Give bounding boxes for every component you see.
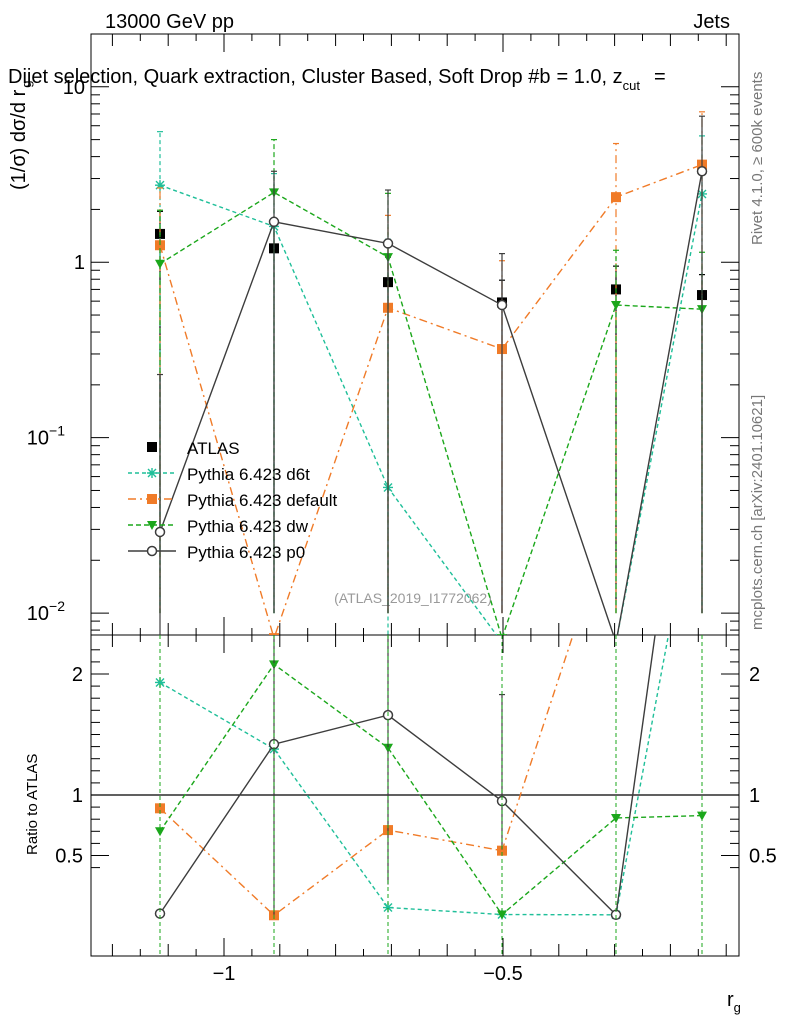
pythia-6-423-dw-point [611, 301, 621, 311]
pythia-6-423-default-ratio-point [497, 845, 507, 856]
ratio-axes: −1 −0.5 0.5 0.5 1 1 2 2 [55, 635, 777, 985]
pythia-6-423-default-ratio-line [159, 635, 574, 917]
pythia-6-423-dw-legend-label: Pythia 6.423 dw [187, 517, 309, 536]
main-y-tick-exp: −1 [49, 423, 65, 439]
pythia-6-423-d6t-ratio-line [159, 635, 670, 916]
energy-label: 13000 GeV pp [105, 11, 234, 33]
pythia-6-423-p0-legend-marker [146, 545, 158, 557]
pythia-6-423-dw-ratio-line [159, 663, 703, 916]
main-plot-area [154, 111, 708, 635]
category-label: Jets [693, 11, 730, 33]
ratio-y-tick-label: 2 [72, 664, 83, 686]
ratio-xlabel-sub: g [734, 1000, 741, 1015]
pythia-6-423-p0-legend-label: Pythia 6.423 p0 [187, 543, 305, 562]
main-ylabel: (1/σ) dσ/d rg [8, 81, 34, 191]
ratio-plot-area [154, 635, 707, 956]
main-y-tick-label: 10−1 [27, 423, 65, 450]
pythia-6-423-default-legend-label: Pythia 6.423 default [187, 491, 338, 510]
pythia-6-423-default-point [269, 633, 279, 635]
ratio-x-tick-label: −0.5 [483, 963, 522, 985]
pythia-6-423-d6t-legend-marker [147, 468, 157, 478]
main-y-tick-base: 10 [27, 603, 49, 625]
subtitle-main: Dijet selection, Quark extraction, Clust… [8, 66, 550, 88]
main-y-tick-label: 10 [63, 77, 85, 99]
ratio-y-tick-label: 0.5 [55, 846, 83, 868]
ratio-x-tick-label: −1 [213, 963, 236, 985]
pythia-6-423-dw-point [497, 634, 507, 635]
pythia-6-423-default-ratio-point [155, 803, 165, 814]
rivet-label: Rivet 4.1.0, ≥ 600k events [749, 72, 766, 245]
pythia-6-423-dw-line [159, 191, 703, 635]
main-y-tick-exp: −2 [49, 598, 65, 614]
subtitle-sub: cut [623, 78, 641, 93]
pythia-6-423-p0-line [159, 171, 703, 635]
pythia-6-423-d6t-point [155, 180, 165, 191]
pythia-6-423-d6t-ratio-point [383, 902, 393, 913]
pythia-6-423-p0-point [154, 526, 166, 538]
source-label: mcplots.cern.ch [arXiv:2401.10621] [749, 395, 766, 630]
ratio-y-tick-label-right: 1 [749, 785, 760, 807]
pythia-6-423-default-point [155, 240, 165, 251]
pythia-6-423-default-point [611, 192, 621, 203]
atlas-legend-label: ATLAS [187, 439, 240, 458]
ratio-y-tick-label-right: 0.5 [749, 846, 777, 868]
pythia-6-423-p0-point [496, 299, 508, 311]
pythia-6-423-d6t-legend-label: Pythia 6.423 d6t [187, 465, 310, 484]
ratio-xlabel: rg [727, 989, 741, 1015]
main-y-tick-label: 1 [74, 252, 85, 274]
main-y-tick-base: 10 [27, 428, 49, 450]
pythia-6-423-d6t-ratio-point [155, 677, 165, 688]
pythia-6-423-p0-point [382, 238, 394, 249]
main-ylabel-main: (1/σ) dσ/d r [8, 89, 30, 190]
legend: ATLAS Pythia 6.423 d6t Pythia 6.423 defaul… [128, 439, 338, 562]
pythia-6-423-default-legend-marker [147, 494, 157, 504]
atlas-legend-marker [147, 442, 157, 452]
pythia-6-423-default-line [159, 163, 703, 635]
main-y-tick-label: 10−2 [27, 598, 65, 625]
ratio-y-tick-label-right: 2 [749, 664, 760, 686]
ratio-ylabel: Ratio to ATLAS [24, 754, 41, 855]
pythia-6-423-dw-legend-marker [147, 521, 157, 530]
ratio-xlabel-main: r [727, 989, 734, 1011]
analysis-watermark: (ATLAS_2019_I1772062) [334, 590, 492, 606]
pythia-6-423-p0-ratio-line [159, 635, 656, 917]
main-ylabel-sub: g [19, 81, 34, 88]
plot-subtitle: Dijet selection, Quark extraction, Clust… [8, 66, 666, 93]
ratio-y-tick-label: 1 [72, 785, 83, 807]
pythia-6-423-p0-point [696, 166, 708, 177]
pythia-6-423-d6t-line [159, 184, 703, 635]
pythia-6-423-dw-ratio-point [697, 811, 707, 821]
pythia-6-423-p0-point [268, 216, 280, 228]
pythia-6-423-dw-point [155, 259, 165, 269]
subtitle-cont: = 1.0, z [556, 66, 622, 88]
subtitle-end: = [654, 66, 666, 88]
